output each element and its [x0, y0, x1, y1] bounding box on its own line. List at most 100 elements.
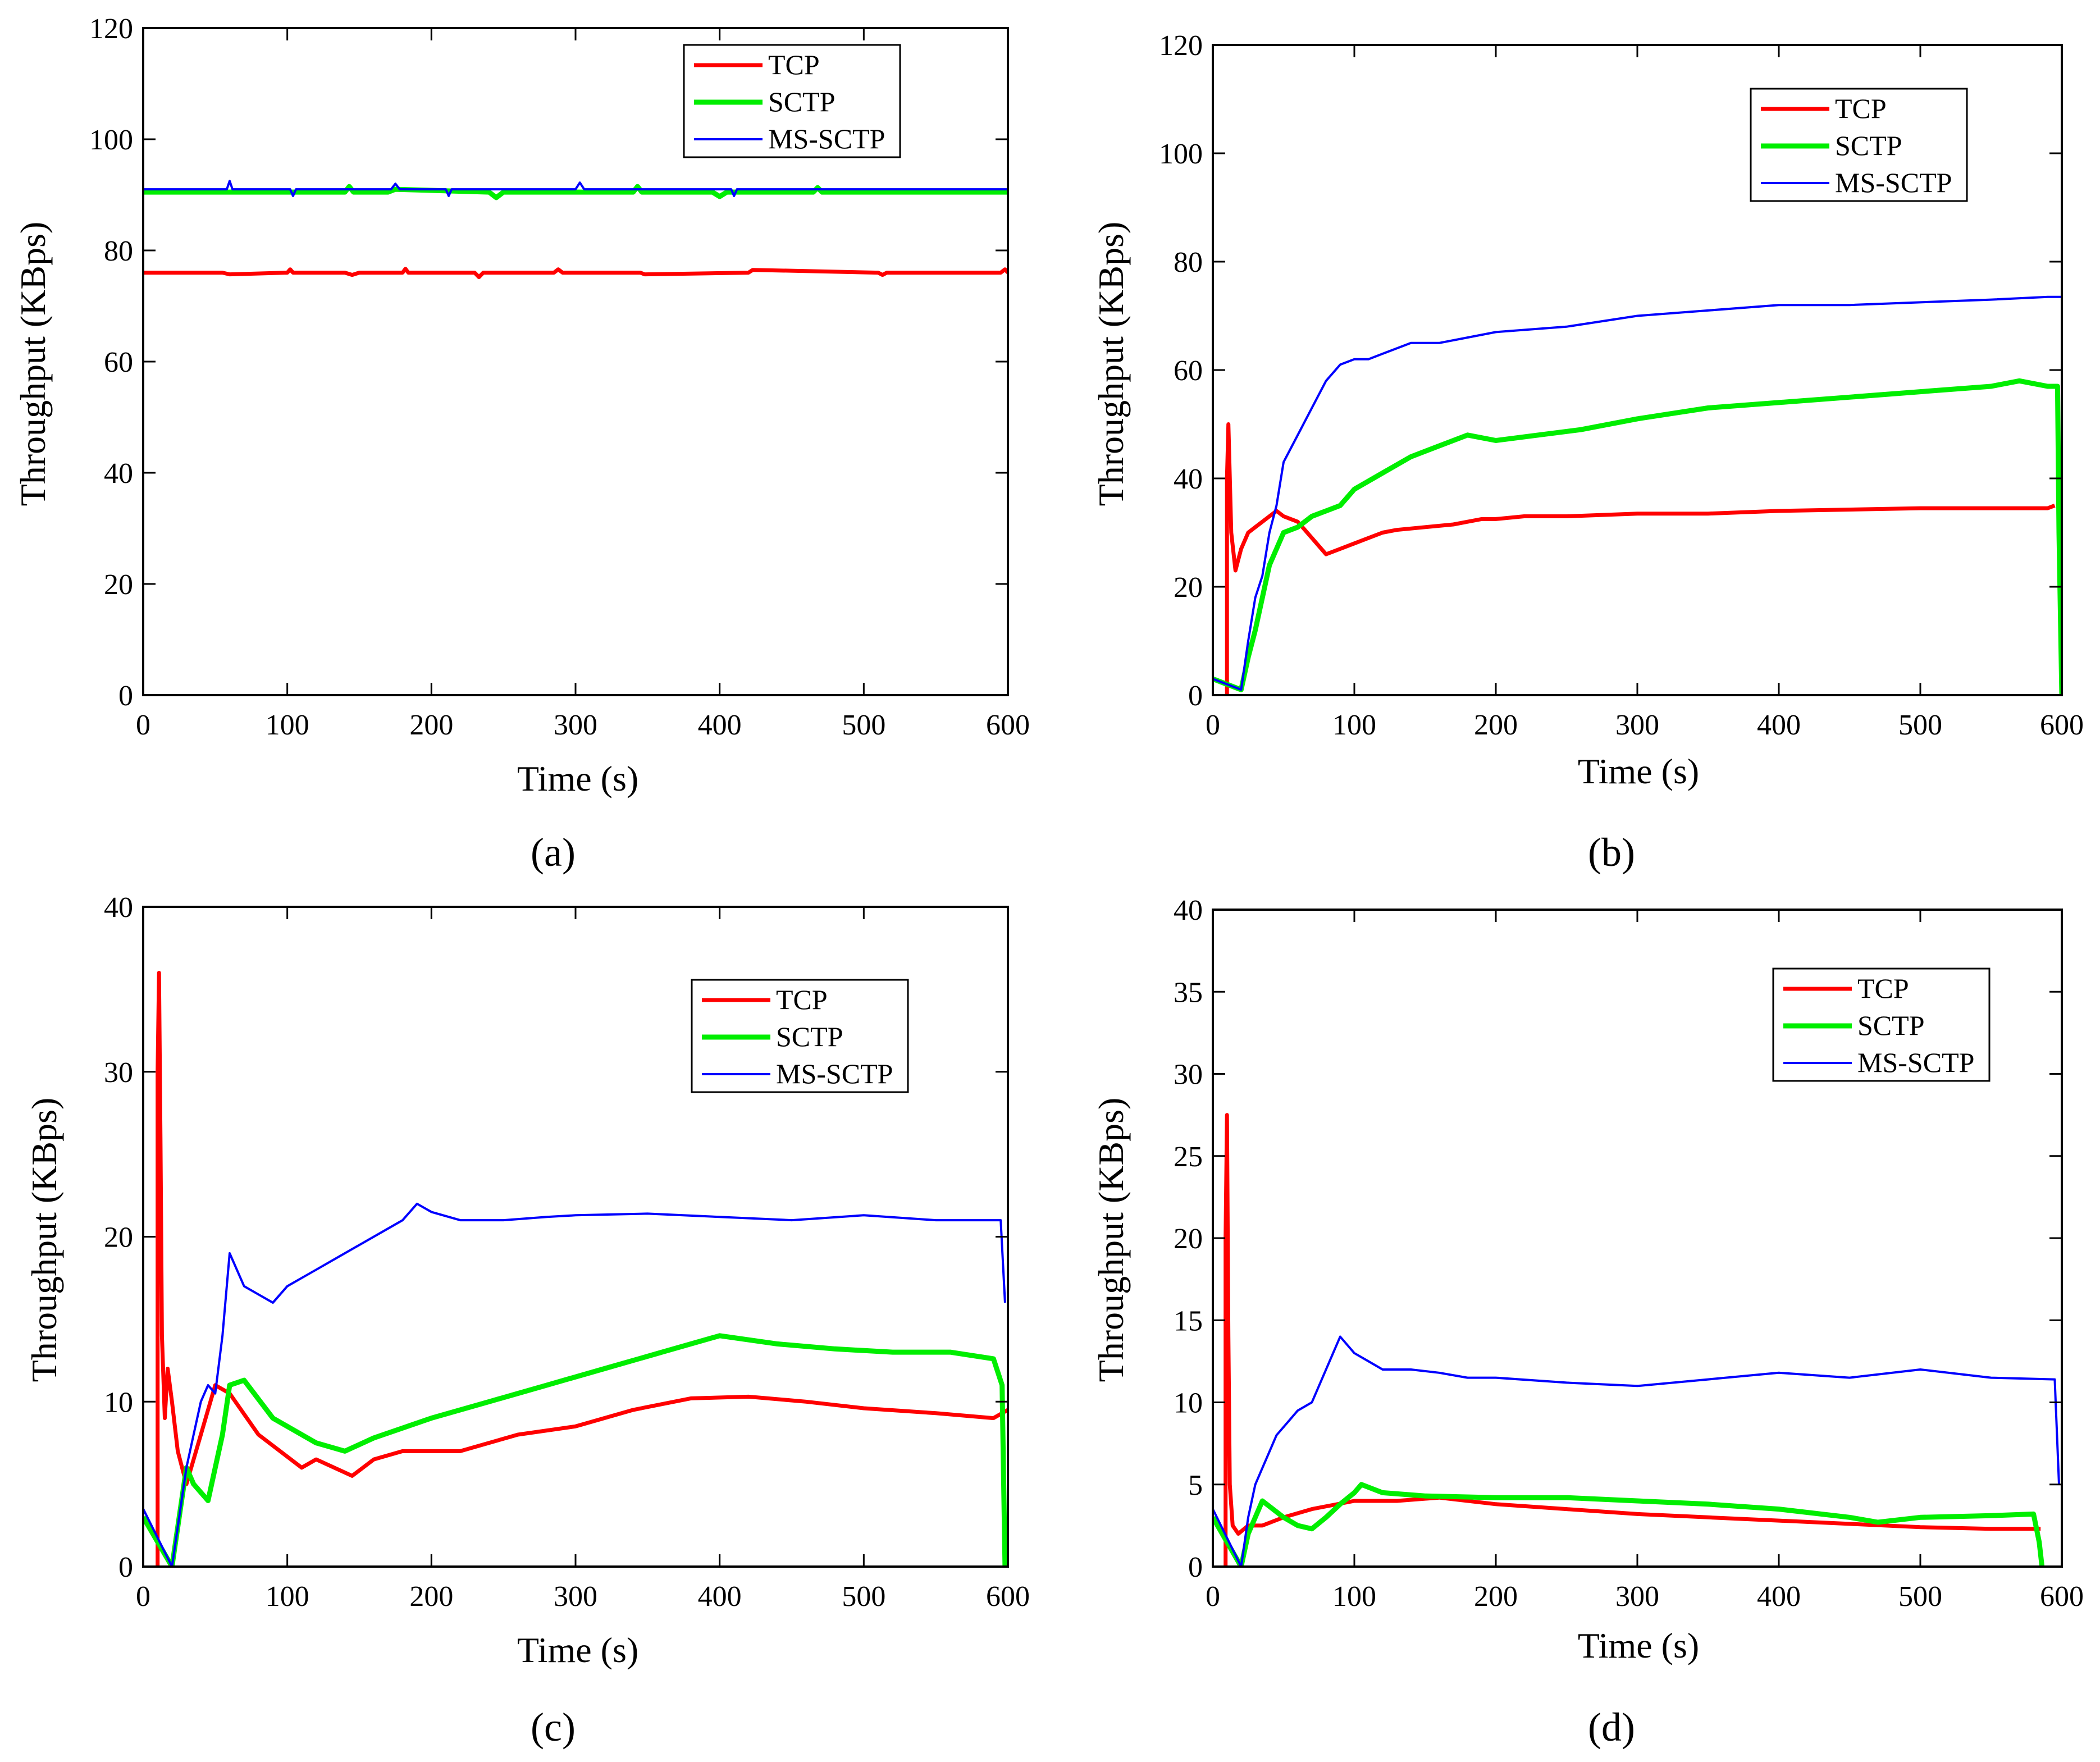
panel-c-legend-label-ms-sctp: MS-SCTP [776, 1058, 893, 1089]
panel-c-ytick-label: 30 [104, 1057, 133, 1089]
panel-a-legend-label-ms-sctp: MS-SCTP [768, 123, 885, 154]
panel-a-xtick-label: 0 [136, 709, 150, 741]
panel-d-xtick-label: 200 [1474, 1581, 1518, 1613]
panel-d: Throughput (KBps) Time (s) (d) 0 100 200 30… [1091, 894, 2084, 1750]
panel-d-series-ms-sctp-line [1213, 1335, 2060, 1567]
panel-c-xtick-label: 300 [554, 1581, 597, 1613]
panel-b: Throughput (KBps) Time (s) (b) 0 100 200 30… [1091, 30, 2084, 875]
panel-b-legend-label-sctp: SCTP [1835, 130, 1902, 161]
panel-a-ytick-label: 120 [89, 13, 133, 45]
panel-b-series-tcp-line [1225, 422, 2056, 695]
panel-b-ytick-label: 60 [1174, 355, 1203, 387]
panel-a-ytick-label: 20 [104, 569, 133, 601]
panel-c-ytick-label: 40 [104, 892, 133, 924]
panel-a-legend-label-sctp: SCTP [768, 86, 836, 117]
panel-d-xtick-label: 500 [1898, 1581, 1942, 1613]
panel-d-series-tcp-line [1224, 1113, 2041, 1567]
panel-a-xtick-label: 500 [842, 709, 885, 741]
panel-a-xtick-label: 100 [266, 709, 309, 741]
panel-a-series-ms-sctp-line [143, 180, 1008, 197]
panel-c-xtick-label: 200 [409, 1581, 453, 1613]
panel-d-ylabel: Throughput (KBps) [1091, 1098, 1131, 1382]
panel-d-xtick-label: 400 [1757, 1581, 1801, 1613]
panel-b-series-sctp-line [1213, 378, 2062, 695]
panel-b-xtick-label: 400 [1757, 709, 1801, 741]
panel-c-series-tcp-line [156, 971, 1008, 1567]
panel-b-series-ms-sctp-line [1213, 295, 2062, 691]
panel-d-xtick-label: 100 [1332, 1581, 1376, 1613]
panel-a-ytick-label: 80 [104, 235, 133, 267]
panel-d-series-sctp-line [1213, 1482, 2045, 1567]
panel-b-ylabel: Throughput (KBps) [1091, 222, 1131, 506]
panel-b-xlabel: Time (s) [1578, 751, 1699, 791]
panel-b-ytick-label: 100 [1159, 138, 1203, 170]
panel-b-xtick-label: 500 [1898, 709, 1942, 741]
panel-d-ytick-label: 5 [1188, 1469, 1203, 1501]
panel-d-xtick-label: 0 [1206, 1581, 1220, 1613]
panel-b-xtick-label: 600 [2040, 709, 2084, 741]
panel-a-ylabel: Throughput (KBps) [13, 222, 53, 506]
panel-c-series-ms-sctp-line [143, 1202, 1006, 1567]
panel-b-ytick-label: 20 [1174, 572, 1203, 604]
panel-d-xlabel: Time (s) [1578, 1626, 1699, 1665]
panel-c-xtick-label: 600 [986, 1581, 1030, 1613]
panel-d-xtick-label: 600 [2040, 1581, 2084, 1613]
panel-b-legend: TCP SCTP MS-SCTP [1750, 88, 1968, 202]
panel-d-legend-label-ms-sctp: MS-SCTP [1857, 1047, 1974, 1078]
panel-a-series-tcp-line [143, 267, 1008, 279]
panel-d-ytick-label: 15 [1174, 1305, 1203, 1337]
panel-a-ytick-label: 40 [104, 458, 133, 490]
panel-b-ytick-label: 80 [1174, 247, 1203, 279]
panel-a-xtick-label: 400 [698, 709, 742, 741]
panel-c-xtick-label: 100 [266, 1581, 309, 1613]
panel-d-ytick-label: 30 [1174, 1059, 1203, 1091]
panel-a-xtick-label: 300 [554, 709, 597, 741]
panel-c-xtick-label: 0 [136, 1581, 150, 1613]
panel-c-legend-label-tcp: TCP [776, 984, 828, 1015]
panel-a-ytick-label: 60 [104, 346, 133, 378]
panel-d-ytick-label: 10 [1174, 1387, 1203, 1419]
panel-d-xtick-label: 300 [1615, 1581, 1659, 1613]
panel-d-ytick-label: 35 [1174, 976, 1203, 1008]
panel-d-ytick-label: 25 [1174, 1141, 1203, 1173]
panel-a-legend: TCP SCTP MS-SCTP [683, 44, 901, 158]
panel-c-xtick-label: 400 [698, 1581, 742, 1613]
panel-d-legend-label-sctp: SCTP [1857, 1010, 1925, 1041]
panel-c-ytick-label: 0 [118, 1551, 133, 1583]
panel-c-legend-label-sctp: SCTP [776, 1021, 843, 1052]
panel-c-ytick-label: 10 [104, 1386, 133, 1418]
panel-b-xtick-label: 300 [1615, 709, 1659, 741]
panel-a-legend-label-tcp: TCP [768, 49, 820, 80]
panel-c-ylabel: Throughput (KBps) [24, 1098, 64, 1382]
panel-a-ytick-label: 100 [89, 124, 133, 156]
panel-c-legend: TCP SCTP MS-SCTP [691, 979, 909, 1093]
panel-d-ytick-label: 20 [1174, 1223, 1203, 1255]
panel-d-legend: TCP SCTP MS-SCTP [1772, 967, 1991, 1082]
panel-b-xtick-label: 200 [1474, 709, 1518, 741]
panel-a-xtick-label: 200 [409, 709, 453, 741]
panel-d-legend-label-tcp: TCP [1857, 973, 1909, 1004]
panel-c: Throughput (KBps) Time (s) (c) 0 100 200 30… [24, 892, 1030, 1750]
panel-a-label: (a) [531, 830, 576, 875]
panel-b-xtick-label: 0 [1206, 709, 1220, 741]
panel-c-series-sctp-line [143, 1333, 1008, 1567]
panel-d-ytick-label: 40 [1174, 894, 1203, 926]
panel-b-ytick-label: 0 [1188, 680, 1203, 712]
panel-c-xtick-label: 500 [842, 1581, 885, 1613]
panel-a-ytick-label: 0 [118, 680, 133, 712]
panel-d-label: (d) [1588, 1705, 1635, 1750]
panel-a-xtick-label: 600 [986, 709, 1030, 741]
panel-b-legend-label-tcp: TCP [1835, 93, 1887, 124]
panel-c-xlabel: Time (s) [517, 1630, 638, 1670]
panel-a: Throughput (KBps) Time (s) (a) 0 100 200 30… [13, 13, 1030, 875]
panel-c-label: (c) [531, 1705, 576, 1750]
panel-b-label: (b) [1588, 830, 1635, 875]
panel-b-ytick-label: 40 [1174, 463, 1203, 495]
panel-c-ytick-label: 20 [104, 1222, 133, 1254]
panel-b-ytick-label: 120 [1159, 30, 1203, 62]
panel-a-series-sctp-line [143, 184, 1008, 200]
panel-a-xlabel: Time (s) [517, 759, 638, 798]
panel-d-ytick-label: 0 [1188, 1551, 1203, 1583]
panel-b-xtick-label: 100 [1332, 709, 1376, 741]
